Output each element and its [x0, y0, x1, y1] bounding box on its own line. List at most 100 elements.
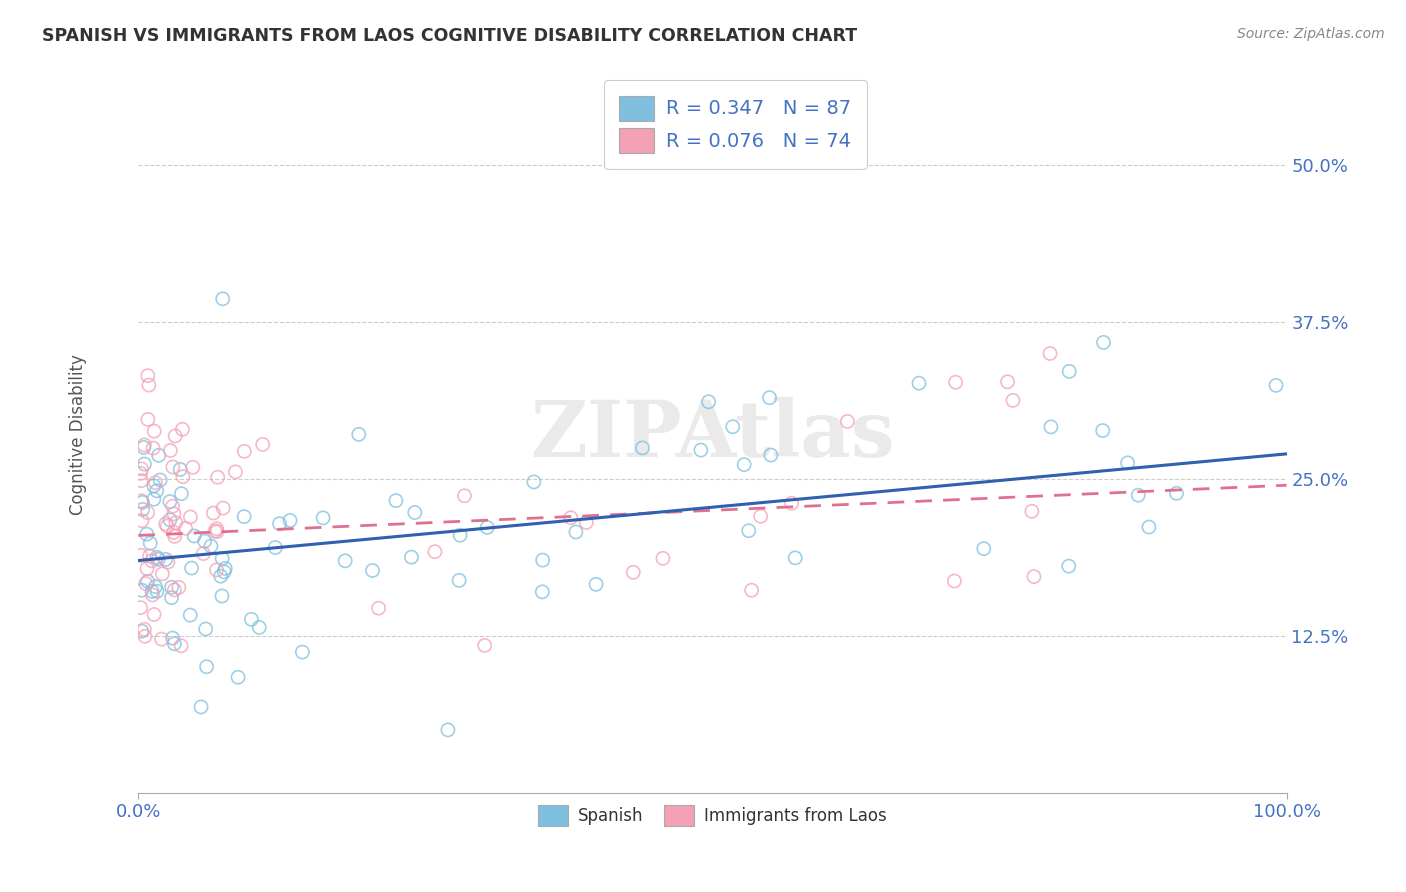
Point [212, 501, 235, 516]
Point [523, 475, 546, 489]
Point [135, 527, 157, 541]
Point [193, 547, 215, 561]
Point [165, 516, 187, 530]
Point [214, 561, 236, 575]
Point [240, 612, 263, 626]
Point [312, 511, 335, 525]
Point [205, 522, 228, 536]
Point [1001, 393, 1024, 408]
Point [163, 525, 186, 540]
Point [233, 509, 256, 524]
Point [908, 376, 931, 391]
Point [145, 475, 167, 490]
Point [194, 622, 217, 636]
Point [738, 524, 761, 538]
Point [159, 443, 181, 458]
Point [155, 516, 177, 531]
Point [134, 629, 156, 643]
Point [347, 427, 370, 442]
Point [148, 448, 170, 462]
Point [437, 723, 460, 737]
Point [449, 528, 471, 542]
Point [209, 569, 232, 583]
Point [169, 462, 191, 476]
Point [136, 574, 159, 589]
Point [134, 457, 156, 471]
Point [136, 506, 159, 520]
Point [150, 632, 173, 647]
Point [211, 551, 233, 566]
Point [741, 583, 763, 598]
Point [1021, 504, 1043, 518]
Point [129, 600, 152, 615]
Point [224, 465, 246, 479]
Point [160, 591, 183, 605]
Point [170, 639, 193, 653]
Point [401, 550, 423, 565]
Point [423, 544, 446, 558]
Point [211, 589, 233, 603]
Point [207, 470, 229, 484]
Point [134, 438, 156, 452]
Point [163, 529, 186, 543]
Point [138, 549, 160, 563]
Text: Cognitive Disability: Cognitive Disability [69, 355, 87, 516]
Point [211, 292, 233, 306]
Point [367, 601, 389, 615]
Point [205, 524, 228, 539]
Point [780, 496, 803, 510]
Point [163, 582, 186, 597]
Point [131, 493, 153, 508]
Point [631, 441, 654, 455]
Point [136, 561, 159, 575]
Point [195, 659, 218, 673]
Point [174, 521, 197, 535]
Point [837, 414, 859, 428]
Point [226, 670, 249, 684]
Point [361, 564, 384, 578]
Point [1166, 486, 1188, 500]
Point [181, 460, 204, 475]
Point [159, 494, 181, 508]
Point [150, 566, 173, 581]
Point [333, 554, 356, 568]
Point [945, 376, 967, 390]
Point [1057, 364, 1080, 378]
Text: ZIPAtlas: ZIPAtlas [530, 397, 894, 473]
Point [179, 608, 201, 623]
Point [785, 550, 807, 565]
Point [264, 541, 287, 555]
Point [733, 458, 755, 472]
Point [202, 506, 225, 520]
Point [142, 479, 165, 493]
Point [143, 607, 166, 622]
Point [560, 510, 582, 524]
Point [200, 539, 222, 553]
Point [179, 510, 201, 524]
Point [156, 555, 179, 569]
Point [721, 419, 744, 434]
Point [131, 583, 153, 598]
Point [758, 391, 780, 405]
Point [531, 553, 554, 567]
Point [141, 554, 163, 568]
Point [132, 441, 155, 455]
Point [252, 437, 274, 451]
Point [131, 624, 153, 639]
Point [749, 509, 772, 524]
Point [129, 548, 152, 562]
Point [689, 443, 711, 458]
Point [139, 536, 162, 550]
Point [278, 513, 301, 527]
Point [163, 637, 186, 651]
Point [1137, 520, 1160, 534]
Point [1265, 378, 1288, 392]
Point [585, 577, 607, 591]
Point [155, 552, 177, 566]
Point [1116, 456, 1139, 470]
Point [474, 639, 496, 653]
Point [131, 514, 153, 528]
Point [134, 623, 156, 637]
Point [162, 499, 184, 513]
Point [404, 506, 426, 520]
